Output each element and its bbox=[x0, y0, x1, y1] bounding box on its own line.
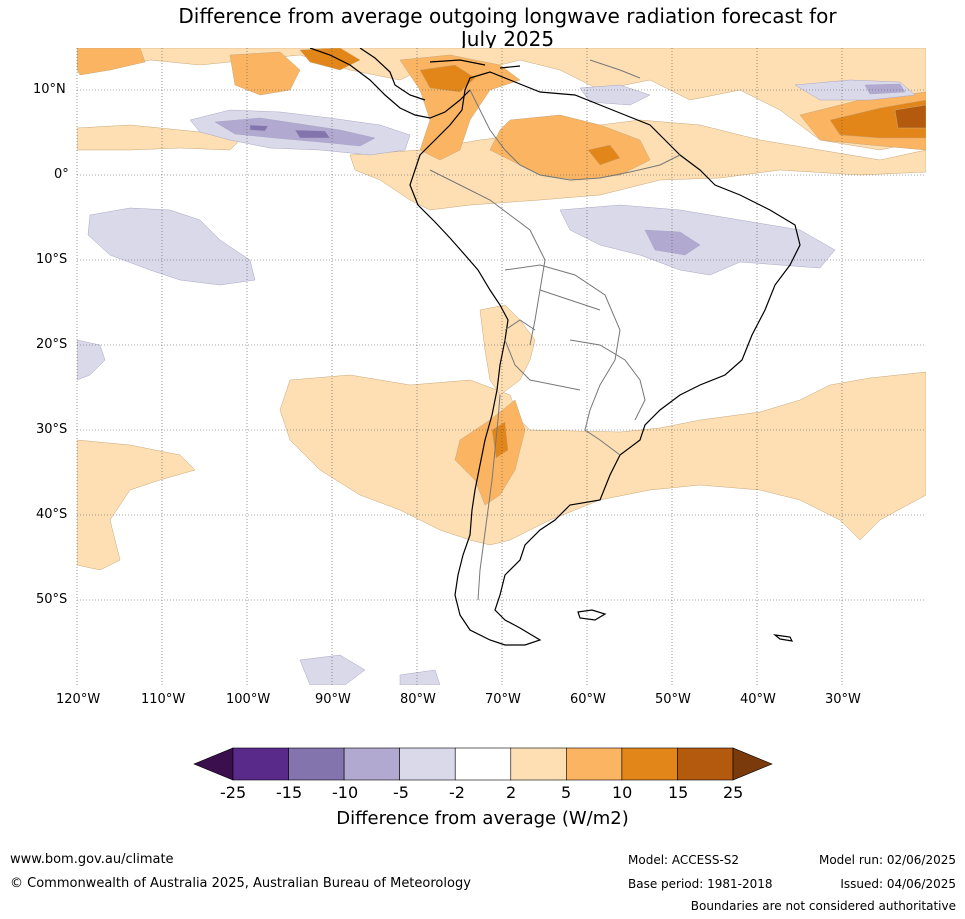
website-link[interactable]: www.bom.gov.au/climate bbox=[10, 852, 174, 867]
model-run-text: Model run: 02/06/2025 bbox=[818, 853, 956, 867]
colorbar bbox=[193, 747, 773, 781]
country-boundaries bbox=[429, 59, 681, 601]
disclaimer-text: Boundaries are not considered authoritat… bbox=[690, 899, 956, 913]
lon-label: 110°W bbox=[141, 692, 186, 707]
base-period-text: Base period: 1981-2018 bbox=[628, 877, 773, 891]
lon-label: 50°W bbox=[655, 692, 691, 707]
colorbar-tick-label: -2 bbox=[449, 783, 465, 802]
anomaly-positive-medium bbox=[77, 48, 146, 76]
anomaly-positive-light bbox=[77, 439, 196, 571]
central-america-coastline bbox=[359, 48, 426, 101]
issued-text: Issued: 04/06/2025 bbox=[840, 877, 956, 891]
anomaly-negative-light bbox=[87, 207, 256, 286]
model-text: Model: ACCESS-S2 bbox=[628, 853, 740, 867]
lat-label: 30°S bbox=[36, 422, 68, 437]
lon-label: 80°W bbox=[400, 692, 436, 707]
colorbar-tick-label: 10 bbox=[612, 783, 633, 802]
colorbar-segment bbox=[566, 747, 623, 781]
lat-label: 40°S bbox=[36, 507, 68, 522]
lat-label: 10°N bbox=[33, 82, 66, 97]
anomaly-negative-medium bbox=[644, 229, 701, 256]
colorbar-tick-label: -15 bbox=[276, 783, 303, 802]
colorbar-segment bbox=[288, 747, 345, 781]
anomaly-negative-light bbox=[399, 669, 441, 685]
colorbar-segment bbox=[454, 747, 512, 781]
colorbar-tick-label: -25 bbox=[220, 783, 247, 802]
colorbar-segment bbox=[621, 747, 678, 781]
central-america-coastline bbox=[309, 48, 471, 119]
map-title: Difference from average outgoing longwav… bbox=[0, 5, 965, 51]
gridlines bbox=[76, 48, 926, 685]
anomaly-negative-light bbox=[77, 339, 106, 381]
colorbar-segment bbox=[510, 747, 567, 781]
colorbar-tick-label: -5 bbox=[393, 783, 409, 802]
anomaly-negative-medium bbox=[214, 117, 376, 147]
anomaly-positive-light bbox=[479, 304, 536, 396]
lon-label: 120°W bbox=[56, 692, 101, 707]
south-america-coastline bbox=[409, 71, 801, 646]
colorbar-segment bbox=[232, 747, 289, 781]
lat-label: 10°S bbox=[36, 252, 68, 267]
anomaly-positive-light bbox=[77, 124, 241, 151]
anomaly-positive-medium bbox=[454, 399, 526, 506]
lat-label: 0° bbox=[54, 167, 69, 182]
anomaly-negative-light bbox=[299, 654, 366, 685]
colorbar-tick-label: 15 bbox=[668, 783, 689, 802]
anomaly-negative-medium bbox=[864, 83, 906, 95]
colorbar-label: Difference from average (W/m2) bbox=[336, 808, 629, 829]
colorbar-tick-label: -10 bbox=[332, 783, 359, 802]
title-line-1: Difference from average outgoing longwav… bbox=[178, 4, 837, 28]
anomaly-negative-light bbox=[559, 204, 836, 276]
lon-label: 70°W bbox=[485, 692, 521, 707]
colorbar-tick-label: 5 bbox=[561, 783, 572, 802]
lon-label: 40°W bbox=[740, 692, 776, 707]
copyright-text: © Commonwealth of Australia 2025, Austra… bbox=[10, 876, 471, 891]
lon-label: 30°W bbox=[825, 692, 861, 707]
anomaly-negative-strong bbox=[294, 129, 331, 139]
lat-label: 50°S bbox=[36, 592, 68, 607]
anomaly-positive-strong bbox=[587, 144, 621, 166]
caribbean-islands bbox=[499, 65, 521, 69]
title-line-2: July 2025 bbox=[460, 27, 555, 51]
lon-label: 90°W bbox=[315, 692, 351, 707]
falkland-islands bbox=[577, 609, 607, 621]
anomaly-positive-light bbox=[279, 371, 926, 546]
anomaly-negative-strong bbox=[249, 124, 269, 132]
colorbar-arrow-min bbox=[193, 747, 234, 781]
south-georgia bbox=[772, 634, 794, 642]
colorbar-tick-label: 25 bbox=[723, 783, 744, 802]
anomaly-positive-extreme bbox=[894, 104, 926, 129]
anomaly-positive-medium bbox=[229, 51, 301, 96]
anomaly-fields bbox=[77, 48, 926, 685]
colorbar-tick-label: 2 bbox=[506, 783, 517, 802]
colorbar-segment bbox=[399, 747, 456, 781]
lon-label: 60°W bbox=[570, 692, 606, 707]
colorbar-segment bbox=[343, 747, 400, 781]
colorbar-segment bbox=[677, 747, 734, 781]
anomaly-negative-light bbox=[579, 84, 651, 106]
caribbean-islands bbox=[429, 59, 486, 66]
colorbar-arrow-max bbox=[732, 747, 773, 781]
lon-label: 100°W bbox=[226, 692, 271, 707]
coastlines bbox=[309, 48, 801, 646]
anomaly-positive-light bbox=[77, 48, 926, 151]
lat-label: 20°S bbox=[36, 337, 68, 352]
